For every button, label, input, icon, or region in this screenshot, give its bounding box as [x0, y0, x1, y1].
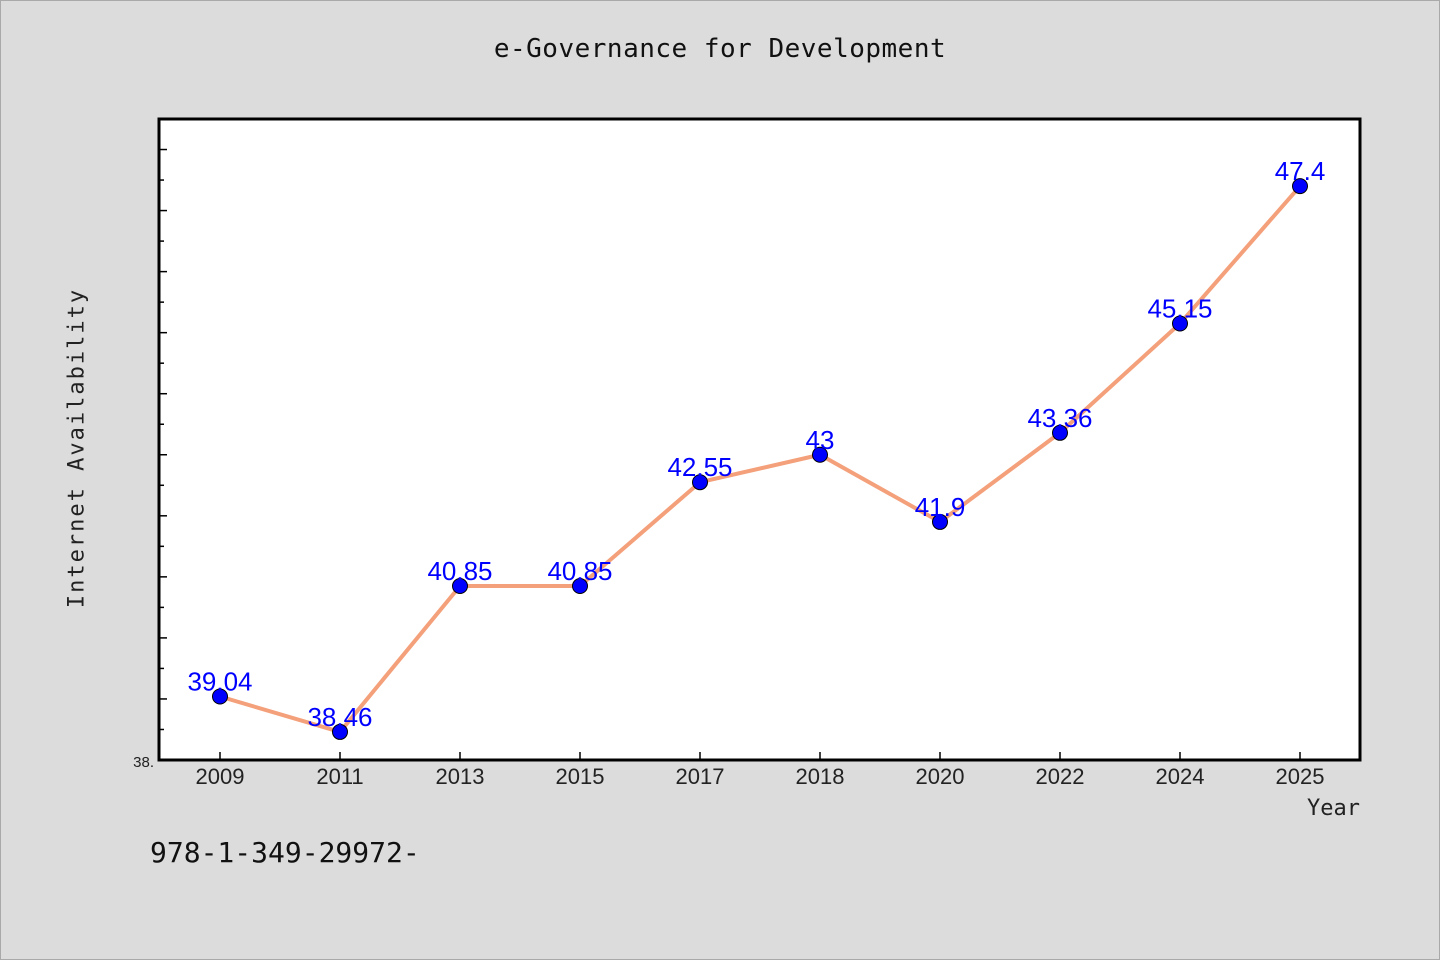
data-point — [1052, 424, 1068, 441]
x-tick-label: 2009 — [196, 764, 245, 789]
x-tick-label: 2017 — [676, 764, 725, 789]
x-tick-label: 2018 — [796, 764, 845, 789]
data-point — [212, 688, 228, 705]
data-label: 42.55 — [667, 452, 732, 482]
data-label: 38.46 — [307, 702, 372, 732]
data-label: 43 — [806, 425, 835, 455]
data-points — [212, 178, 1308, 740]
data-point — [692, 474, 708, 491]
data-point — [812, 446, 828, 463]
data-point — [1292, 178, 1308, 195]
data-label: 40.85 — [427, 556, 492, 586]
data-point — [932, 513, 948, 530]
x-tick-label: 2025 — [1276, 764, 1325, 789]
chart-title: e-Governance for Development — [493, 34, 947, 64]
x-tick-label: 2013 — [436, 764, 485, 789]
data-label: 45.15 — [1147, 294, 1212, 324]
data-point — [452, 578, 468, 595]
plot-border — [157, 117, 1362, 762]
x-tick-label: 2022 — [1036, 764, 1085, 789]
data-label: 40.85 — [547, 556, 612, 586]
x-axis-ticks: 2009 2011 2013 2015 2017 2018 2020 2022 2024 2025 — [196, 752, 1325, 789]
x-tick-label: 2020 — [916, 764, 965, 789]
data-label: 41.9 — [915, 492, 966, 522]
data-labels: 39.04 38.46 40.85 40.85 42.55 43 41.9 43.36 45.1… — [187, 156, 1325, 732]
x-tick-label: 2024 — [1156, 764, 1205, 789]
y-tick-label: 38. — [133, 754, 154, 771]
x-axis-label: Year — [1307, 796, 1360, 821]
data-label: 47.4 — [1275, 156, 1326, 186]
x-tick-label: 2011 — [316, 764, 363, 789]
x-tick-label: 2015 — [556, 764, 605, 789]
data-point — [1172, 315, 1188, 332]
data-point — [572, 578, 588, 595]
data-label: 39.04 — [187, 667, 252, 697]
plot-area — [159, 119, 1360, 760]
data-point — [332, 723, 348, 740]
series-line — [219, 184, 1302, 734]
isbn-text: 978-1-349-29972- — [150, 836, 420, 869]
data-label: 43.36 — [1027, 403, 1092, 433]
